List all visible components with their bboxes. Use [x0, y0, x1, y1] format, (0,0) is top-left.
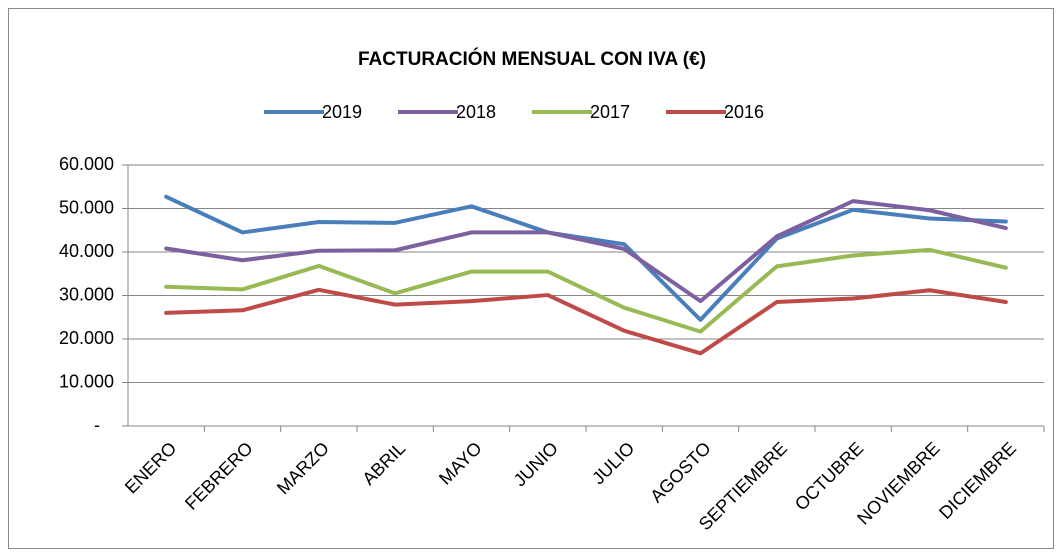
legend-label: 2017 — [590, 102, 630, 122]
legend-label: 2018 — [456, 102, 496, 122]
series-line — [164, 194, 1008, 322]
y-tick-label: 50.000 — [59, 197, 114, 217]
legend-label: 2019 — [322, 102, 362, 122]
y-tick-label: 40.000 — [59, 241, 114, 261]
legend-label: 2016 — [724, 102, 764, 122]
y-tick-label: 30.000 — [59, 284, 114, 304]
chart-title: FACTURACIÓN MENSUAL CON IVA (€) — [358, 48, 706, 70]
y-tick-label: 20.000 — [59, 328, 114, 348]
y-tick-label: 60.000 — [59, 154, 114, 174]
series-line — [164, 199, 1008, 304]
series-line — [164, 287, 1008, 356]
y-tick-label: - — [94, 415, 100, 435]
chart-border — [8, 8, 1054, 549]
series-line — [164, 247, 1008, 334]
y-tick-label: 10.000 — [59, 371, 114, 391]
